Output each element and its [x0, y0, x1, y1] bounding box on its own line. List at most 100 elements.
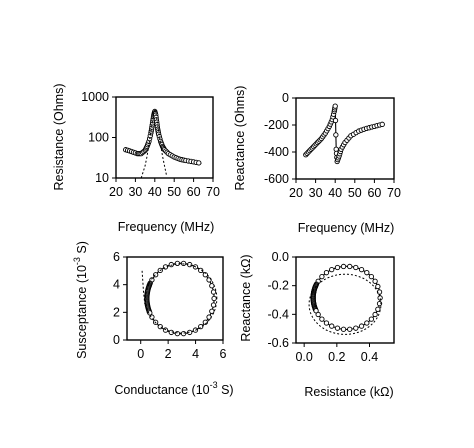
x-tick-label: 30	[309, 186, 323, 200]
x-tick-label: 60	[367, 186, 381, 200]
x-tick-label: 50	[348, 186, 362, 200]
y-axis-label: Resistance (Ohms)	[52, 84, 66, 191]
y-axis-label: Reactance (Ohms)	[233, 86, 247, 191]
x-tick-label: 30	[128, 185, 142, 199]
data-point	[187, 329, 193, 336]
data-point	[319, 273, 325, 280]
data-point	[332, 117, 339, 124]
y-axis-label-main: Susceptance (10	[75, 265, 89, 359]
data-point	[319, 316, 325, 322]
y-tick-label: -0.4	[267, 307, 289, 321]
data-point	[340, 263, 347, 270]
data-point	[329, 323, 335, 329]
data-point	[379, 121, 385, 127]
x-tick-label: 70	[206, 185, 220, 199]
data-point	[372, 278, 378, 284]
x-tick-label: 70	[387, 186, 401, 200]
plot-frame	[126, 256, 224, 341]
data-point	[368, 316, 375, 322]
y-tick-label: 4	[113, 278, 120, 292]
x-axis-label: Resistance (kΩ)	[304, 385, 393, 399]
x-tick-label: 6	[220, 347, 227, 361]
x-axis-label: Frequency (MHz)	[118, 220, 215, 234]
data-point	[364, 270, 370, 276]
panel-resistance-vs-frequency: Frequency (MHz) Resistance (Ohms) 20 30 40…	[52, 84, 220, 234]
y-axis-label-unit: S)	[75, 241, 89, 257]
y-tick-label: 0	[113, 333, 120, 347]
y-tick-label: -0.2	[267, 279, 289, 293]
data-point	[210, 302, 217, 308]
x-tick-label: 20	[289, 186, 303, 200]
plot-frame	[295, 256, 395, 344]
data-point	[211, 295, 217, 302]
y-axis-label: Reactance (kΩ)	[239, 254, 253, 341]
data-point	[375, 283, 381, 290]
data-point	[358, 323, 365, 329]
x-tick-label: 0.0	[295, 350, 312, 364]
data-point	[174, 330, 181, 337]
y-tick-label: 1000	[81, 90, 109, 104]
x-tick-label: 0	[137, 347, 144, 361]
data-point	[198, 267, 204, 273]
y-tick-label: 2	[113, 305, 120, 319]
data-point	[340, 326, 347, 332]
fit-curve	[145, 263, 218, 334]
data-point	[334, 264, 341, 271]
data-point	[209, 308, 215, 314]
data-point	[358, 266, 365, 273]
x-tick-label: 0.2	[328, 350, 345, 364]
data-point	[323, 320, 330, 326]
data-point	[196, 160, 202, 166]
x-tick-label: 50	[167, 185, 181, 199]
data-point	[353, 264, 359, 271]
x-tick-label: 0.4	[361, 350, 378, 364]
fit-curve	[308, 273, 382, 335]
data-point	[333, 132, 339, 138]
x-tick-label: 60	[187, 185, 201, 199]
data-point	[347, 263, 353, 270]
data-point	[347, 326, 353, 332]
panel-reactance-vs-resistance: Resistance (kΩ) Reactance (kΩ) 0.0 0.2 0.4…	[239, 250, 395, 399]
y-tick-label: 0	[282, 91, 289, 105]
y-tick-label: -400	[264, 145, 289, 159]
data-point	[180, 330, 187, 337]
x-axis-label-main: Conductance (10	[114, 383, 209, 397]
data-point	[180, 260, 187, 267]
data-point	[329, 266, 335, 273]
y-tick-label: -200	[264, 118, 289, 132]
y-axis-label: Susceptance (10-3 S)	[72, 241, 89, 359]
y-tick-label: -600	[264, 172, 289, 186]
x-tick-label: 4	[192, 347, 199, 361]
data-point	[323, 270, 330, 276]
y-tick-label: 100	[88, 131, 109, 145]
y-axis-label-exponent: -3	[72, 257, 82, 265]
data-point	[372, 311, 378, 318]
data-point	[375, 306, 381, 312]
data-point	[334, 325, 341, 331]
data-point	[313, 308, 319, 314]
x-tick-label: 40	[328, 186, 342, 200]
fit-line	[140, 109, 167, 179]
x-axis-label: Frequency (MHz)	[298, 221, 395, 235]
y-tick-label: 0.0	[272, 250, 289, 264]
data-point	[210, 289, 217, 295]
x-tick-label: 20	[109, 185, 123, 199]
x-tick-label: 40	[148, 185, 162, 199]
plot-frame	[295, 97, 395, 180]
data-point	[168, 261, 174, 268]
data-point	[368, 273, 375, 280]
panel-susceptance-vs-conductance: Conductance (10-3 S) Susceptance (10-3 S…	[72, 241, 234, 397]
x-axis-label: Conductance (10-3 S)	[114, 380, 233, 397]
data-point	[206, 314, 212, 320]
y-tick-label: 10	[95, 171, 109, 185]
x-axis-label-unit: S)	[218, 383, 234, 397]
data-point	[174, 260, 181, 267]
data-point	[332, 103, 338, 109]
measured-line	[305, 105, 383, 162]
fit-tail	[141, 270, 146, 305]
y-tick-label: 6	[113, 250, 120, 264]
y-tick-label: -0.6	[267, 336, 289, 350]
data-point	[353, 325, 359, 331]
panel-reactance-vs-frequency: Frequency (MHz) Reactance (Ohms) 20 30 40 5…	[233, 86, 401, 235]
